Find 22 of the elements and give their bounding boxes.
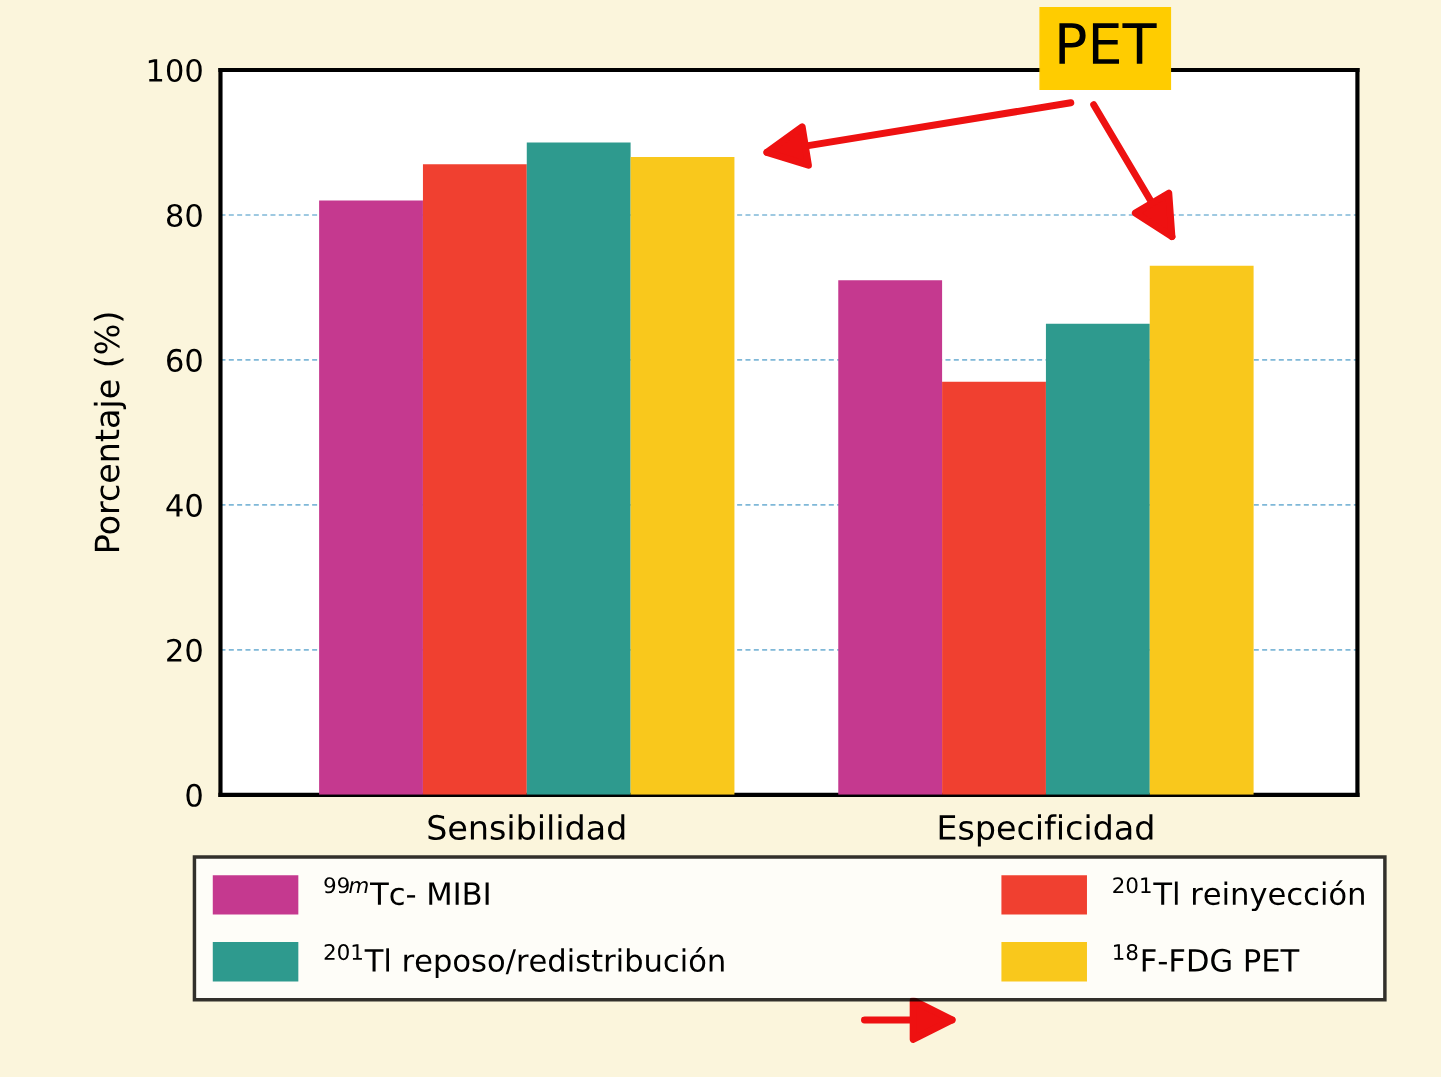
y-tick-label: 60 [167,348,202,372]
y-tick-label: 40 [166,493,202,517]
bar [422,164,527,795]
legend-label: $^{99m}$Tc- MIBI [324,877,489,906]
bar [1045,323,1150,795]
legend-label: $^{18}$F-FDG PET [1114,943,1300,972]
bar [526,142,631,795]
y-axis-title: Porcentaje (%) [93,313,127,552]
bar [942,381,1046,795]
legend-label: $^{201}$Tl reposo/redistribución [324,943,724,978]
y-tick-label: 100 [148,58,202,83]
y-tick-label: 20 [167,638,202,662]
bar [1149,265,1254,795]
legend-label: $^{201}$Tl reinyección [1113,877,1364,912]
y-tick-label: 80 [167,203,202,228]
text: PET [1059,23,1157,64]
bar [630,156,735,795]
x-tick-label: Especificidad [939,814,1153,847]
y-tick-label: 0 [186,783,202,807]
bar [838,280,943,795]
bar [319,200,423,795]
x-tick-label: Sensibilidad [428,814,625,841]
